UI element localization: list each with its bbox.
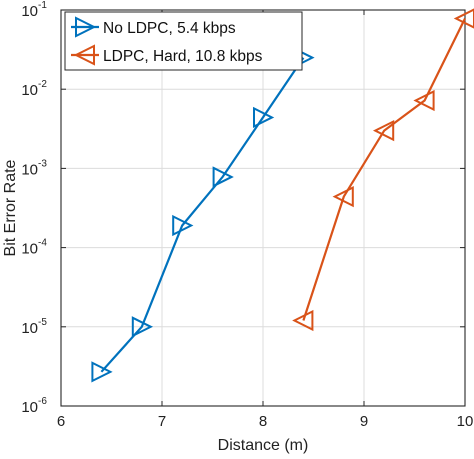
y-tick-base: 10 <box>21 161 38 178</box>
x-tick-label: 8 <box>259 413 267 430</box>
data-point-marker <box>292 309 314 332</box>
y-tick-label: 10 -4 <box>21 238 47 258</box>
series-1 <box>91 47 315 383</box>
legend-box <box>64 11 303 71</box>
data-point-marker <box>212 166 234 188</box>
legend-marker <box>75 16 97 38</box>
y-tick-exponent: -5 <box>38 317 47 328</box>
series-2 <box>292 8 474 332</box>
y-tick-exponent: -3 <box>38 158 47 169</box>
x-tick-label: 6 <box>57 413 65 430</box>
legend-marker <box>73 44 95 66</box>
y-axis-title: Bit Error Rate <box>2 159 19 256</box>
legend-label: LDPC, Hard, 10.8 kbps <box>103 48 263 65</box>
data-point-marker <box>253 106 275 129</box>
y-tick-base: 10 <box>21 399 38 416</box>
x-tick-label: 7 <box>158 413 166 430</box>
x-axis-title: Distance (m) <box>218 437 309 454</box>
data-point-marker <box>413 89 435 112</box>
data-point-marker <box>372 119 395 142</box>
y-tick-base: 10 <box>21 3 38 20</box>
tick-marks <box>60 9 466 407</box>
x-tick-label: 9 <box>360 413 368 430</box>
data-point-marker <box>91 361 113 383</box>
y-tick-label: 10 -6 <box>21 396 47 416</box>
y-tick-exponent: -4 <box>38 238 47 249</box>
y-tick-label: 10 -5 <box>21 317 47 337</box>
data-point-marker <box>172 214 194 237</box>
x-tick-labels: 6 7 8 9 10 <box>57 413 474 430</box>
series-line <box>302 18 466 321</box>
y-tick-label: 10 -1 <box>21 0 47 20</box>
y-tick-exponent: -2 <box>38 79 47 90</box>
data-point-marker <box>131 316 154 338</box>
y-tick-label: 10 -3 <box>21 158 47 178</box>
legend-entries: No LDPC, 5.4 kbps LDPC, Hard, 10.8 kbps <box>71 16 263 66</box>
legend-label: No LDPC, 5.4 kbps <box>103 20 236 37</box>
data-point-marker <box>453 8 474 29</box>
y-tick-label: 10 -2 <box>21 79 47 99</box>
y-tick-labels: 10-610-510-410-310-210-1 <box>21 0 47 416</box>
y-tick-exponent: -6 <box>38 396 47 407</box>
x-tick-label: 10 <box>457 413 474 430</box>
y-tick-base: 10 <box>21 241 38 258</box>
y-tick-exponent: -1 <box>38 0 47 11</box>
series-line <box>100 57 305 373</box>
y-tick-base: 10 <box>21 320 38 337</box>
legend-entry: No LDPC, 5.4 kbps <box>71 16 236 38</box>
legend-entry: LDPC, Hard, 10.8 kbps <box>71 44 263 66</box>
series-layer <box>91 8 474 383</box>
y-tick-base: 10 <box>21 82 38 99</box>
data-point-marker <box>332 186 354 208</box>
legend: No LDPC, 5.4 kbps LDPC, Hard, 10.8 kbps <box>64 11 303 71</box>
